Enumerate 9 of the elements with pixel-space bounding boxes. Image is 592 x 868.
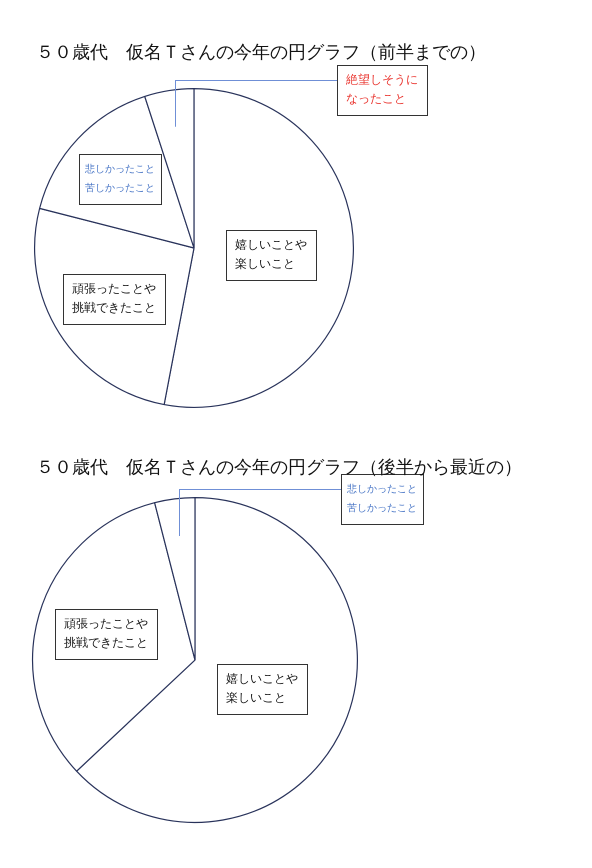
slice-label: 頑張ったことや挑戦できたこと (72, 282, 156, 315)
chart-title: ５０歳代 仮名Ｔさんの今年の円グラフ（後半から最近の） (36, 456, 522, 478)
slice-label: 悲しかったこと苦しかったこと (346, 483, 417, 514)
slice-label: 頑張ったことや挑戦できたこと (64, 616, 148, 650)
chart-title: ５０歳代 仮名Ｔさんの今年の円グラフ（前半までの） (36, 41, 486, 63)
slice-label: 絶望しそうになったこと (345, 72, 418, 106)
slice-label: 嬉しいことや楽しいこと (235, 238, 307, 271)
slice-label: 悲しかったこと苦しかったこと (84, 163, 155, 194)
slice-label: 嬉しいことや楽しいこと (226, 672, 298, 705)
